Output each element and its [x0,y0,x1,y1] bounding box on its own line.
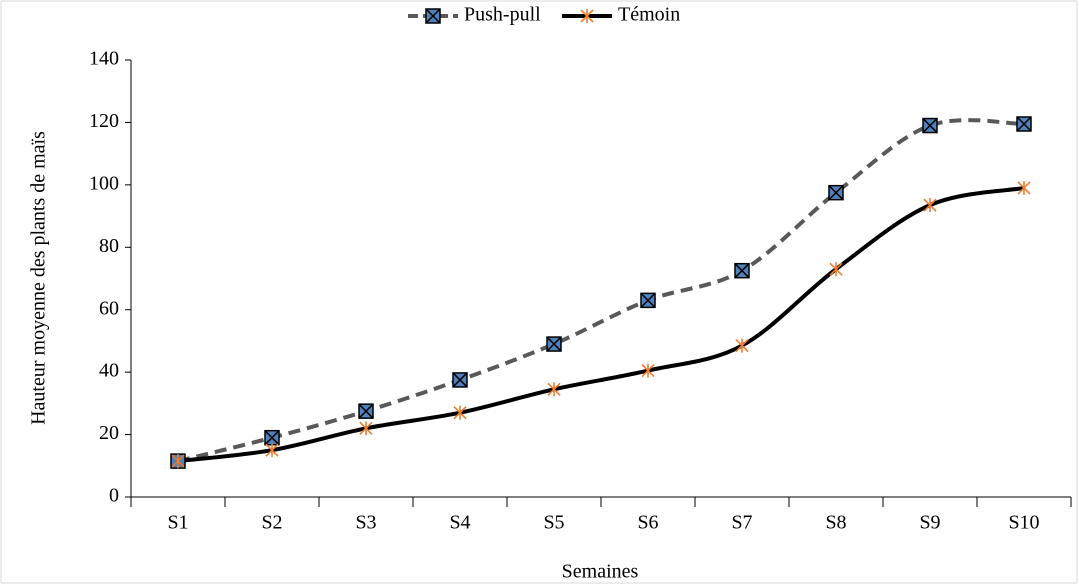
marker-star [641,363,655,378]
marker-star [453,405,467,420]
marker [547,382,561,397]
x-tick-label: S6 [637,512,658,534]
marker [828,184,844,201]
y-tick-label: 40 [99,360,119,382]
marker [1017,180,1031,195]
marker-cross [1016,116,1032,132]
x-tick-label: S10 [1008,512,1039,534]
marker-cross [546,336,562,352]
marker-star [265,443,279,458]
legend-label: Témoin [618,4,680,26]
x-axis-title: Semaines [562,561,639,583]
marker-cross [358,403,374,419]
x-tick-label: S2 [261,512,282,534]
marker [641,363,655,378]
marker-cross [425,8,441,24]
marker-cross [922,118,938,134]
marker-star [359,421,373,436]
x-tick-label: S9 [919,512,940,534]
marker [735,338,749,353]
marker [640,292,656,309]
x-tick-label: S1 [167,512,188,534]
marker-cross [734,263,750,279]
x-tick-label: S5 [543,512,564,534]
marker [358,403,374,419]
y-tick-label: 60 [99,297,119,319]
marker-cross [640,292,656,308]
legend-item: Push-pull [408,4,541,26]
y-tick-label: 20 [99,422,119,444]
marker-star [171,454,185,469]
marker-star [580,9,594,23]
marker [580,9,594,23]
legend-item: Témoin [562,4,680,26]
y-tick-label: 100 [89,172,119,194]
marker [923,198,937,213]
marker-star [1017,180,1031,195]
marker-star [735,338,749,353]
marker [922,117,938,134]
marker [453,405,467,420]
marker [452,372,468,388]
x-tick-label: S4 [449,512,470,534]
marker-star [829,262,843,277]
marker [171,454,185,469]
x-tick-label: S8 [825,512,846,534]
marker [425,8,441,24]
series-line [177,186,1025,464]
y-tick-label: 0 [109,485,119,507]
marker [265,443,279,458]
marker [734,262,750,279]
x-tick-label: S3 [355,512,376,534]
y-tick-label: 80 [99,235,119,257]
marker-cross [828,185,844,201]
marker-star [923,198,937,213]
marker [264,429,280,446]
y-axis-title: Hauteur moyenne des plants de maïs [28,131,50,425]
marker-cross [452,372,468,388]
legend-label: Push-pull [464,4,541,26]
marker [546,336,562,352]
marker [359,421,373,436]
y-tick-label: 120 [89,110,119,132]
marker-star [547,382,561,397]
x-tick-label: S7 [731,512,752,534]
marker [829,262,843,277]
marker [1016,116,1032,132]
marker-cross [264,430,280,446]
y-tick-label: 140 [89,48,119,70]
series-line [177,118,1025,464]
